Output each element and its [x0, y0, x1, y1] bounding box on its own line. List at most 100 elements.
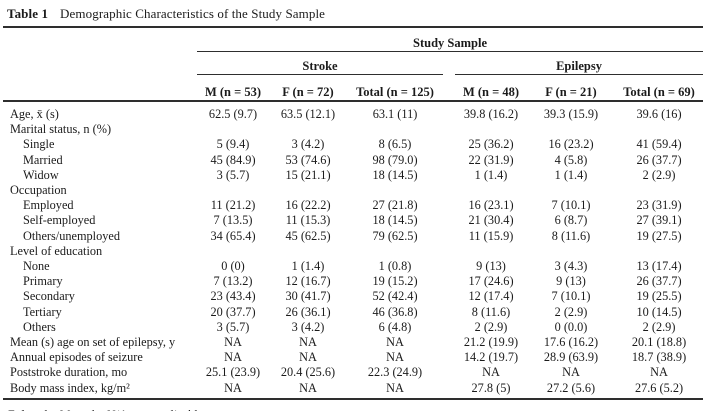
row-label: Body mass index, kg/m² — [3, 380, 197, 400]
cell-value: 9 (13) — [556, 274, 586, 289]
table-row: Poststroke duration, mo 25.1 (23.9) 20.4 (… — [3, 365, 703, 380]
table-row: Married 45 (84.9) 53 (74.6) 98 (79.0) 22 (31… — [3, 153, 703, 168]
cell-value: NA — [224, 350, 242, 365]
cell-value: 20.4 (25.6) — [280, 365, 336, 380]
row-label: Level of education — [10, 243, 103, 258]
row-label: Marital status, n (%) — [10, 122, 112, 137]
cell-value: 17.6 (16.2) — [543, 335, 599, 350]
group-header-epilepsy: Epilepsy — [455, 51, 704, 75]
table-header: Study Sample Stroke Epilepsy M (n = 53) … — [3, 27, 704, 102]
row-label: Annual episodes of seizure — [10, 350, 143, 365]
cell-value: 8 (11.6) — [471, 304, 511, 319]
cell-value: 15 (21.1) — [285, 167, 331, 182]
cell-value: 3 (4.2) — [291, 137, 325, 152]
cell-value: 21 (30.4) — [468, 213, 514, 228]
column-header-epilepsy-total: Total (n = 69) — [615, 74, 704, 102]
cell-value: 52 (42.4) — [372, 289, 418, 304]
cell-value: 27 (39.1) — [636, 213, 682, 228]
cell-value: NA — [386, 335, 404, 350]
column-gap — [443, 229, 455, 244]
cell-value — [269, 244, 347, 259]
cell-value — [269, 183, 347, 198]
table-row: Level of education — [3, 244, 703, 259]
cell-value: 0 (0.0) — [554, 319, 588, 334]
column-header-stroke-female: F (n = 72) — [269, 74, 347, 102]
table-row: Secondary 23 (43.4) 30 (41.7) 52 (42.4) 12 (… — [3, 289, 703, 304]
cell-value: 1 (1.4) — [291, 259, 325, 274]
cell-value: 39.3 (15.9) — [543, 107, 599, 121]
cell-value: 17 (24.6) — [468, 274, 514, 289]
cell-value: 79 (62.5) — [372, 228, 418, 243]
cell-value: 11 (15.3) — [285, 213, 331, 228]
cell-value: 27.2 (5.6) — [527, 380, 615, 400]
cell-value: 30 (41.7) — [285, 289, 331, 304]
table-body: Age, x̄ (s) 62.5 (9.7) 63.5 (12.1) 63.1 (11… — [3, 101, 704, 400]
cell-value: 23 (31.9) — [636, 198, 682, 213]
cell-value — [615, 183, 703, 198]
table-title-text: Demographic Characteristics of the Study… — [60, 6, 326, 21]
cell-value — [615, 122, 703, 137]
table-number: Table 1 — [7, 6, 49, 21]
cell-value: NA — [269, 380, 347, 400]
table-row: Self-employed 7 (13.5) 11 (15.3) 18 (14.5) 2… — [3, 213, 703, 228]
column-gap — [443, 122, 455, 137]
cell-value: 18 (14.5) — [372, 167, 418, 182]
cell-value: NA — [482, 365, 500, 380]
header-row-groups: Stroke Epilepsy — [3, 51, 704, 75]
column-gap — [443, 198, 455, 213]
cell-value — [197, 244, 269, 259]
cell-value: 2 (2.9) — [642, 319, 676, 334]
table-row: Mean (s) age on set of epilepsy, y NA NA NA… — [3, 335, 703, 350]
cell-value: 34 (65.4) — [210, 228, 256, 243]
column-gap — [443, 274, 455, 289]
cell-value: 46 (36.8) — [372, 304, 418, 319]
table-row: Employed 11 (21.2) 16 (22.2) 27 (21.8) 16 (2… — [3, 198, 703, 213]
cell-value: 4 (5.8) — [554, 152, 588, 167]
cell-value: 11 (15.9) — [468, 228, 514, 243]
cell-value: 20.1 (18.8) — [631, 335, 687, 350]
cell-value — [527, 183, 615, 198]
cell-value: 63.5 (12.1) — [280, 107, 336, 121]
row-label: Secondary — [23, 289, 75, 304]
cell-value: 63.1 (11) — [372, 107, 418, 121]
cell-value: 1 (0.8) — [378, 259, 412, 274]
cell-value — [347, 183, 443, 198]
cell-value — [197, 183, 269, 198]
row-label: None — [23, 259, 50, 274]
cell-value: NA — [299, 335, 317, 350]
cell-value: 1 (1.4) — [474, 167, 508, 182]
row-label: Employed — [23, 198, 74, 213]
column-gap — [443, 289, 455, 304]
cell-value: 6 (8.7) — [554, 213, 588, 228]
cell-value: 2 (2.9) — [474, 319, 508, 334]
cell-value: 3 (5.7) — [216, 167, 250, 182]
cell-value: 23 (43.4) — [210, 289, 256, 304]
column-gap — [443, 380, 455, 400]
table-row: Primary 7 (13.2) 12 (16.7) 19 (15.2) 17 (24.… — [3, 274, 703, 289]
table-footnote: F, female; M, male; N/A, not applicable. — [3, 400, 703, 411]
header-spacer — [3, 74, 197, 102]
cell-value: NA — [347, 380, 443, 400]
table-row: None 0 (0) 1 (1.4) 1 (0.8) 9 (13) 3 (4.3) 13 (… — [3, 259, 703, 274]
cell-value: NA — [197, 380, 269, 400]
row-label: Mean (s) age on set of epilepsy, y — [10, 335, 176, 350]
row-label: Primary — [23, 274, 63, 289]
table-row: Single 5 (9.4) 3 (4.2) 8 (6.5) 25 (36.2) 16 (… — [3, 137, 703, 152]
cell-value: 2 (2.9) — [642, 167, 676, 182]
cell-value: 20 (37.7) — [210, 304, 256, 319]
table-row: Age, x̄ (s) 62.5 (9.7) 63.5 (12.1) 63.1 (11… — [3, 101, 703, 122]
table-row: Others/unemployed 34 (65.4) 45 (62.5) 79 (6… — [3, 229, 703, 244]
column-gap — [443, 183, 455, 198]
group-header-stroke: Stroke — [197, 51, 443, 75]
study-sample-header: Study Sample — [197, 27, 704, 52]
cell-value: 53 (74.6) — [285, 152, 331, 167]
demographics-table: Study Sample Stroke Epilepsy M (n = 53) … — [3, 26, 704, 400]
column-gap — [443, 137, 455, 152]
table-row: Marital status, n (%) — [3, 122, 703, 137]
cell-value: 25.1 (23.9) — [205, 365, 261, 380]
column-gap — [443, 335, 455, 350]
cell-value — [269, 122, 347, 137]
header-row-study-sample: Study Sample — [3, 27, 704, 52]
cell-value: 62.5 (9.7) — [208, 107, 258, 121]
cell-value: NA — [562, 365, 580, 380]
